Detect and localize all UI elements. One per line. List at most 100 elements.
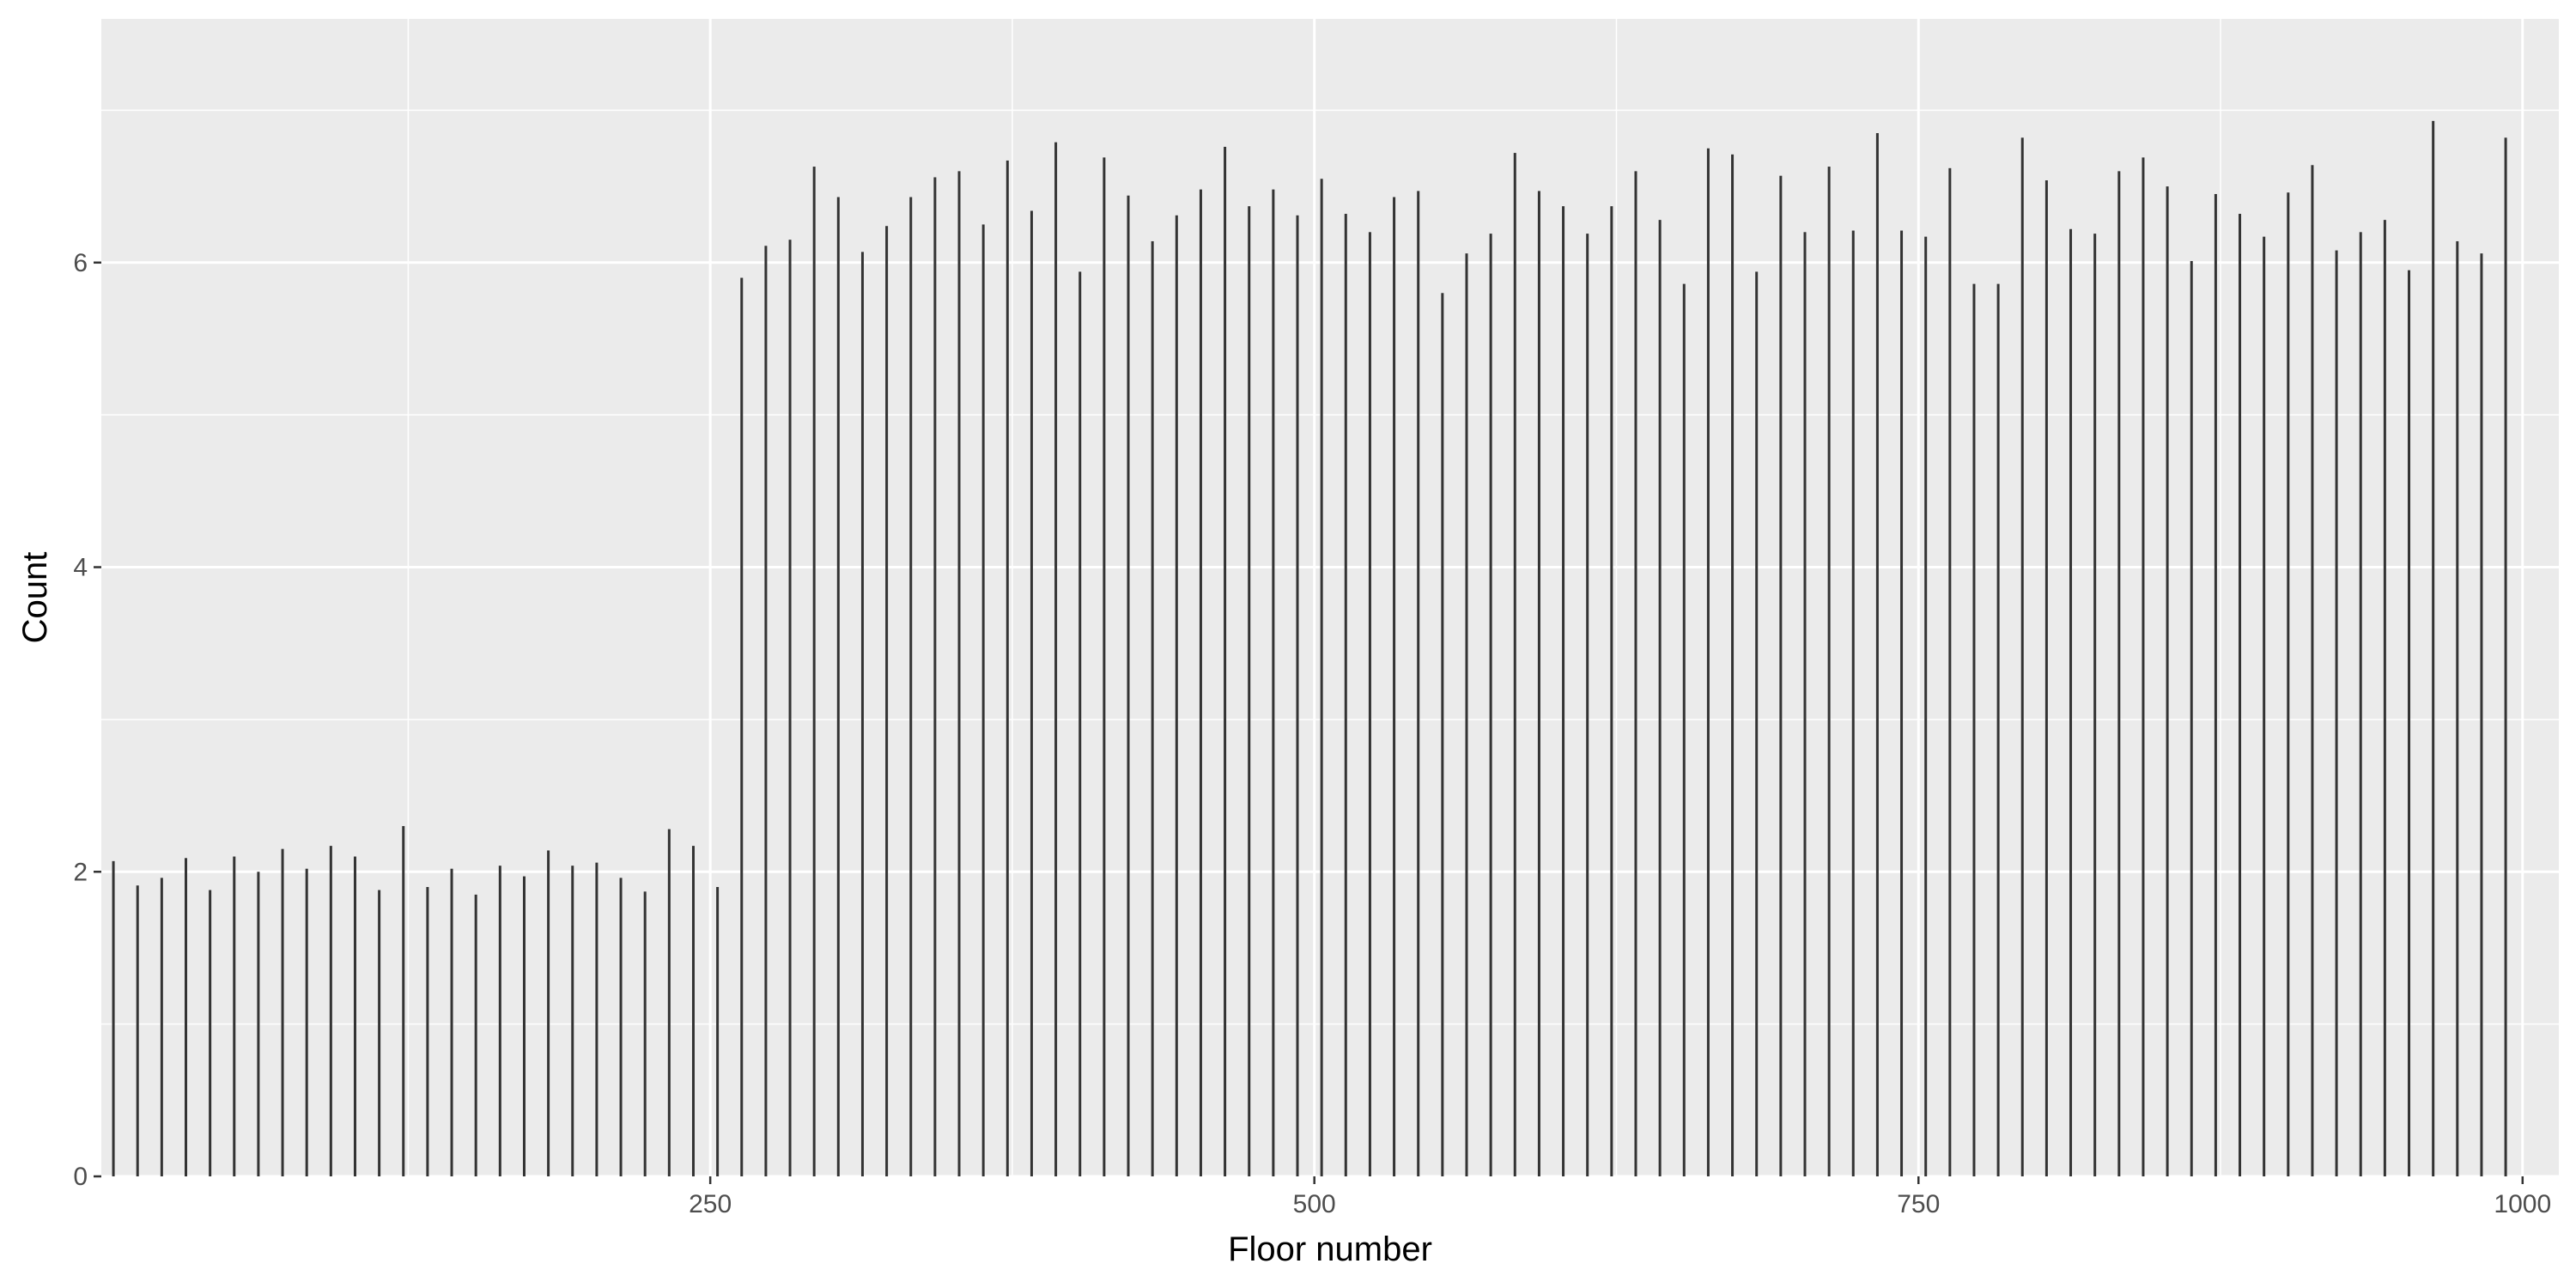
x-axis: 250 500 750 1000 <box>689 1176 2551 1218</box>
bar <box>281 848 284 1176</box>
bar <box>2359 232 2362 1176</box>
bar <box>1151 240 1154 1176</box>
bar <box>909 197 913 1177</box>
bar <box>1344 214 1347 1176</box>
x-tick-label: 750 <box>1897 1190 1940 1218</box>
bar <box>1030 210 1033 1176</box>
bar <box>571 866 574 1176</box>
bar <box>1634 171 1637 1177</box>
bar <box>1996 283 2000 1176</box>
bar <box>1562 206 1565 1176</box>
x-axis-title: Floor number <box>1228 1230 1432 1268</box>
bar <box>2093 234 2097 1176</box>
bar <box>1103 157 1106 1176</box>
bar <box>233 856 236 1176</box>
bar <box>2408 270 2411 1176</box>
bar <box>402 826 405 1176</box>
bar <box>2190 261 2193 1177</box>
bar <box>2214 193 2217 1177</box>
bar <box>209 890 212 1176</box>
bar <box>691 846 695 1176</box>
bar <box>450 868 453 1176</box>
bar <box>2044 180 2048 1177</box>
bar <box>1199 189 1202 1177</box>
y-axis: 0 2 4 6 <box>73 249 101 1191</box>
bar <box>305 868 308 1176</box>
bar <box>1658 220 1662 1176</box>
bar <box>498 866 501 1176</box>
bar <box>353 856 356 1176</box>
bar <box>1296 215 1299 1176</box>
bar <box>595 862 598 1176</box>
bar <box>1127 195 1130 1177</box>
y-axis-title: Count <box>16 552 54 644</box>
bar <box>547 850 550 1176</box>
bar <box>2287 192 2290 1177</box>
bar <box>740 277 744 1176</box>
bar <box>981 224 985 1176</box>
bar <box>378 890 381 1176</box>
bar <box>1731 154 1735 1176</box>
bar <box>1441 293 1444 1176</box>
bar <box>1417 191 1420 1177</box>
bar <box>2504 137 2507 1176</box>
bar <box>860 252 864 1177</box>
bar <box>2480 253 2483 1177</box>
bar <box>1175 215 1178 1176</box>
bar <box>1368 232 1371 1176</box>
bar <box>1682 283 1686 1176</box>
bar <box>2117 171 2121 1177</box>
y-tick-label: 4 <box>73 554 88 582</box>
major-gridlines <box>101 19 2559 1178</box>
bar <box>643 891 647 1176</box>
bar <box>2432 120 2435 1177</box>
bar <box>716 887 720 1176</box>
bar <box>1393 197 1396 1177</box>
bar <box>1320 179 1323 1177</box>
bar <box>1972 283 1976 1176</box>
bar <box>667 829 671 1176</box>
bar <box>957 171 961 1177</box>
bar <box>2020 137 2024 1176</box>
bar <box>257 872 260 1176</box>
bar <box>1610 206 1613 1176</box>
bar <box>1900 230 1904 1176</box>
bar <box>764 246 768 1177</box>
bar <box>112 860 115 1176</box>
bars <box>112 120 2507 1177</box>
bar <box>1537 191 1540 1177</box>
bar <box>2239 214 2242 1176</box>
bar <box>184 858 187 1176</box>
bar <box>1054 142 1058 1176</box>
bar <box>788 240 792 1176</box>
bar <box>1827 167 1831 1176</box>
bar <box>1851 230 1855 1176</box>
bar <box>2335 250 2338 1177</box>
bar <box>1948 167 1952 1177</box>
y-tick-label: 2 <box>73 858 88 886</box>
bar <box>1224 146 1227 1176</box>
bar <box>1755 271 1759 1176</box>
bar <box>885 226 889 1176</box>
bar <box>1489 234 1492 1176</box>
x-tick-label: 1000 <box>2494 1190 2551 1218</box>
bar <box>933 177 937 1177</box>
bar <box>836 197 840 1177</box>
bar <box>2263 236 2266 1176</box>
bar <box>619 878 623 1176</box>
bar <box>812 167 816 1176</box>
bar <box>1779 175 1783 1177</box>
plot-panel <box>101 19 2559 1176</box>
x-tick-label: 500 <box>1293 1190 1336 1218</box>
bar <box>1924 236 1928 1176</box>
bar <box>1875 133 1879 1176</box>
bar <box>1586 234 1589 1176</box>
bar <box>2311 165 2314 1176</box>
bar <box>2166 186 2169 1177</box>
bar <box>474 894 477 1176</box>
bar <box>1248 206 1251 1176</box>
y-tick-label: 6 <box>73 249 88 277</box>
bar <box>1513 153 1516 1176</box>
bar <box>522 876 526 1176</box>
